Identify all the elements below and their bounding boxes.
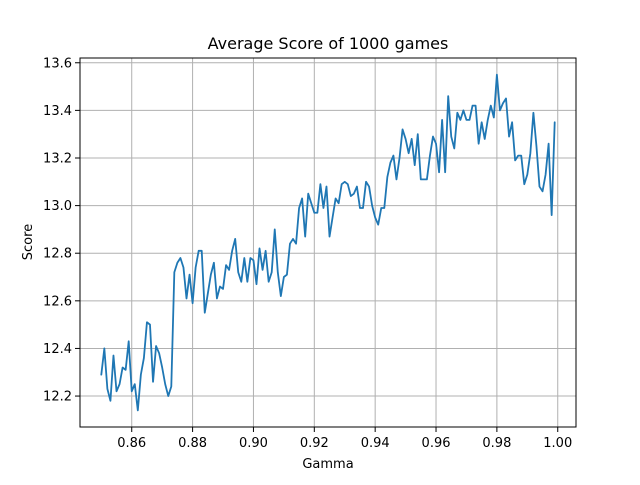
x-tick-label: 0.96 bbox=[422, 436, 451, 451]
score-line bbox=[100, 73, 556, 412]
y-tick-label: 13.6 bbox=[43, 56, 72, 71]
x-axis-label: Gamma bbox=[302, 457, 353, 472]
chart-title: Average Score of 1000 games bbox=[208, 34, 449, 53]
x-tick-label: 0.88 bbox=[178, 436, 207, 451]
y-axis: 12.2 12.4 12.6 12.8 13.0 13.2 13.4 13.6 bbox=[43, 56, 80, 405]
y-tick-label: 12.4 bbox=[43, 342, 72, 357]
y-axis-label: Score bbox=[21, 224, 36, 260]
y-tick-label: 12.2 bbox=[43, 390, 72, 405]
y-tick-label: 13.4 bbox=[43, 104, 72, 119]
x-tick-label: 1.00 bbox=[543, 436, 572, 451]
y-tick-label: 12.8 bbox=[43, 247, 72, 262]
plot-frame bbox=[79, 57, 577, 428]
x-tick-label: 0.94 bbox=[361, 436, 390, 451]
x-axis: 0.86 0.88 0.90 0.92 0.94 0.96 0.98 1.00 bbox=[117, 427, 572, 451]
y-tick-label: 13.2 bbox=[43, 151, 72, 166]
y-tick-label: 13.0 bbox=[43, 199, 72, 214]
series-group bbox=[100, 73, 556, 412]
x-tick-label: 0.90 bbox=[239, 436, 268, 451]
y-tick-label: 12.6 bbox=[43, 294, 72, 309]
x-tick-label: 0.86 bbox=[117, 436, 146, 451]
x-tick-label: 0.98 bbox=[482, 436, 511, 451]
x-tick-label: 0.92 bbox=[300, 436, 329, 451]
